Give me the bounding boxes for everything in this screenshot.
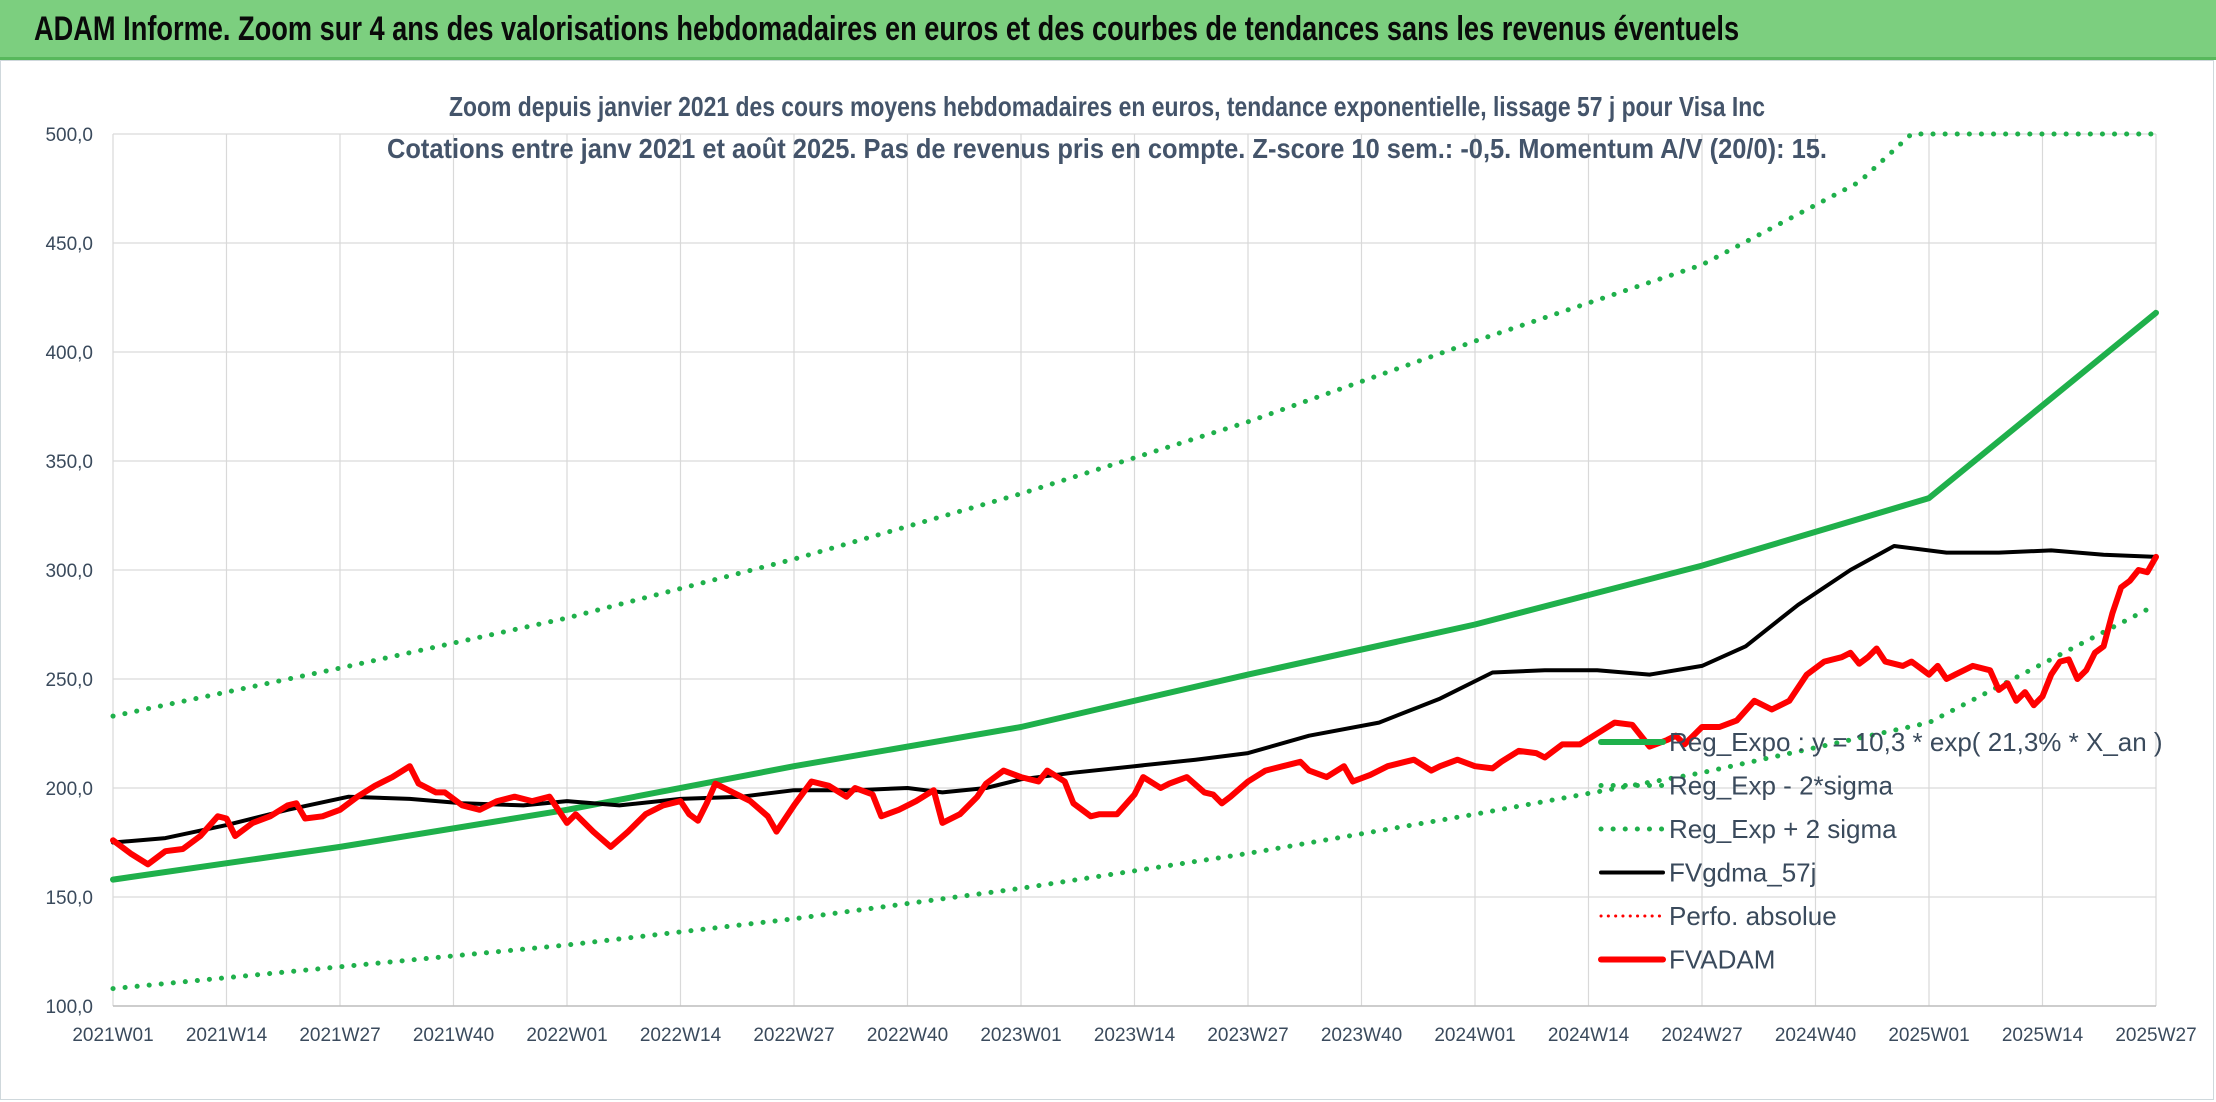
y-tick-label: 250,0 [45,670,93,691]
x-tick-label: 2022W01 [526,1025,607,1046]
series-line-1 [110,602,2159,992]
x-tick-label: 2022W14 [640,1025,722,1046]
x-tick-label: 2023W40 [1321,1025,1402,1046]
x-tick-label: 2025W01 [1888,1025,1969,1046]
series-line-3 [111,544,2158,845]
series-line-0 [110,309,2159,883]
y-tick-label: 300,0 [45,561,93,582]
x-tick-label: 2023W27 [1207,1025,1288,1046]
x-tick-label: 2021W27 [299,1025,380,1046]
x-tick-label: 2023W01 [980,1025,1061,1046]
x-tick-label: 2021W14 [186,1025,268,1046]
x-tick-label: 2021W40 [413,1025,494,1046]
chart-frame: 100,0 150,0 200,0 250,0 300,0 350,0 400,0 450,0… [0,60,2214,1100]
series-line-5 [110,553,2159,868]
x-tick-label: 2024W01 [1434,1025,1515,1046]
legend-label-5: FVADAM [1669,945,1775,975]
page-title: ADAM Informe. Zoom sur 4 ans des valoris… [34,10,1740,48]
chart-plot: 100,0 150,0 200,0 250,0 300,0 350,0 400,0 450,0… [45,91,2196,1046]
y-tick-label: 400,0 [45,343,93,364]
y-tick-label: 350,0 [45,452,93,473]
y-tick-label: 150,0 [45,888,93,909]
legend-label-3: FVgdma_57j [1669,858,1816,888]
series-line-2 [110,131,2159,719]
legend-label-2: Reg_Exp + 2 sigma [1669,814,1897,844]
y-tick-label: 500,0 [45,125,93,146]
x-tick-label: 2024W14 [1548,1025,1630,1046]
x-tick-label: 2025W27 [2115,1025,2196,1046]
x-tick-label: 2025W14 [2002,1025,2084,1046]
legend-label-1: Reg_Exp - 2*sigma [1669,771,1894,801]
header-banner: ADAM Informe. Zoom sur 4 ans des valoris… [0,0,2216,60]
y-tick-label: 450,0 [45,234,93,255]
x-tick-label: 2023W14 [1094,1025,1176,1046]
y-tick-label: 100,0 [45,997,93,1018]
x-tick-label: 2022W40 [867,1025,948,1046]
x-tick-label: 2024W40 [1775,1025,1856,1046]
chart-subtitle-line-2: Cotations entre janv 2021 et août 2025. … [387,133,1827,164]
x-tick-label: 2021W01 [72,1025,153,1046]
legend-label-4: Perfo. absolue [1669,901,1837,931]
x-tick-label: 2022W27 [753,1025,834,1046]
chart-subtitle-line-1: Zoom depuis janvier 2021 des cours moyen… [449,91,1765,122]
y-tick-label: 200,0 [45,779,93,800]
legend-label-0: Reg_Expo : y = 10,3 * exp( 21,3% * X_an … [1669,727,2163,757]
x-tick-label: 2024W27 [1661,1025,1742,1046]
